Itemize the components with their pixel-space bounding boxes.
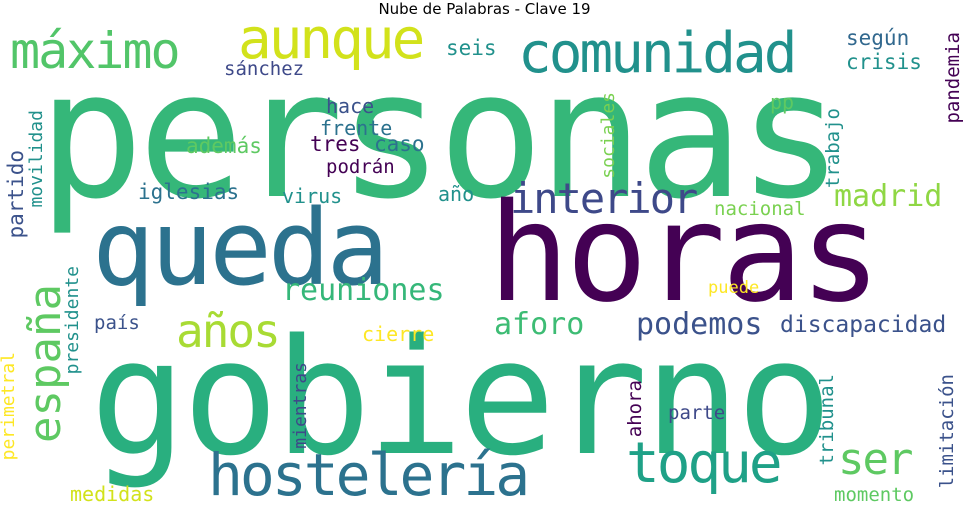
- word-cloud: personas gobierno horas queda comunidad …: [0, 18, 969, 507]
- word-medidas: medidas: [70, 482, 155, 506]
- word-podran: podrán: [326, 156, 395, 178]
- word-interior: interior: [510, 174, 698, 223]
- chart-title: Nube de Palabras - Clave 19: [378, 0, 591, 18]
- word-hace: hace: [326, 94, 375, 118]
- word-aunque: aunque: [238, 18, 425, 72]
- word-sanchez: sánchez: [224, 58, 305, 80]
- word-nacional: nacional: [714, 198, 806, 220]
- word-horas: horas: [488, 175, 881, 333]
- word-queda: queda: [92, 187, 389, 309]
- word-reuniones: reuniones: [282, 273, 445, 308]
- word-hosteleria: hostelería: [208, 441, 530, 507]
- word-toque: toque: [626, 431, 783, 496]
- word-aforo: aforo: [494, 307, 585, 342]
- word-ser: ser: [838, 434, 913, 485]
- word-personas: personas: [38, 33, 844, 238]
- word-seis: seis: [446, 36, 497, 60]
- word-movilidad: movilidad: [26, 110, 47, 208]
- word-mientras: mientras: [290, 362, 311, 449]
- word-pandemia: pandemia: [942, 32, 964, 124]
- word-gobierno: gobierno: [90, 304, 833, 491]
- word-parte: parte: [668, 402, 726, 424]
- word-pp: pp: [770, 90, 795, 114]
- word-sociales: sociales: [598, 92, 619, 179]
- word-crisis: crisis: [846, 50, 922, 74]
- word-momento: momento: [834, 484, 915, 506]
- word-tres: tres: [310, 132, 361, 156]
- word-podemos: podemos: [636, 307, 763, 342]
- word-partido: partido: [4, 150, 28, 239]
- word-puede: puede: [708, 278, 760, 298]
- word-limitacion: limitación: [936, 374, 958, 489]
- word-segun: según: [846, 26, 910, 50]
- word-cierre: cierre: [362, 322, 435, 346]
- word-presidente: presidente: [62, 266, 83, 375]
- word-ahora: ahora: [624, 380, 646, 438]
- word-trabajo: trabajo: [822, 108, 844, 189]
- word-frente: frente: [320, 116, 393, 140]
- word-pais: país: [94, 312, 140, 334]
- word-perimetral: perimetral: [0, 352, 19, 461]
- word-madrid: madrid: [834, 179, 943, 214]
- word-virus: virus: [282, 184, 343, 208]
- word-maximo: máximo: [10, 22, 181, 80]
- word-tribunal: tribunal: [816, 374, 838, 466]
- word-ademas: además: [186, 134, 262, 158]
- word-ano: año: [438, 182, 475, 206]
- word-anos: años: [176, 304, 281, 358]
- word-iglesias: iglesias: [138, 180, 240, 204]
- word-comunidad: comunidad: [518, 21, 797, 86]
- word-discapacidad: discapacidad: [780, 312, 947, 338]
- word-caso: caso: [374, 132, 425, 156]
